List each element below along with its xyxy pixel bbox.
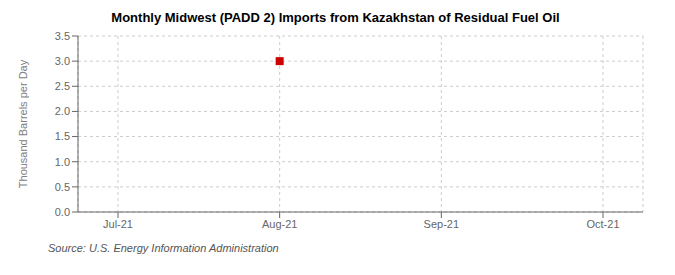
svg-text:2.5: 2.5 [55,80,70,92]
svg-text:Aug-21: Aug-21 [262,218,297,230]
svg-text:0.0: 0.0 [55,206,70,218]
html-text:Source: U.S. Energy Informatio: Source: U.S. Energy Information Administ… [48,242,279,254]
svg-text:Sep-21: Sep-21 [424,218,459,230]
svg-text:3.0: 3.0 [55,55,70,67]
svg-text:Thousand Barrels per Day: Thousand Barrels per Day [17,59,29,188]
svg-text:1.0: 1.0 [55,156,70,168]
svg-text:3.5: 3.5 [55,30,70,42]
svg-text:0.5: 0.5 [55,181,70,193]
html-text:Monthly Midwest (PADD 2) Impor: Monthly Midwest (PADD 2) Imports from Ka… [111,10,560,25]
svg-text:2.0: 2.0 [55,105,70,117]
svg-text:Oct-21: Oct-21 [586,218,619,230]
svg-text:1.5: 1.5 [55,130,70,142]
svg-text:Jul-21: Jul-21 [103,218,133,230]
